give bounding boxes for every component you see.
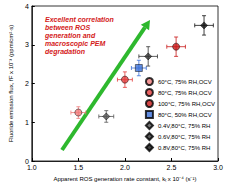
svg-text:macroscopic PEM: macroscopic PEM	[45, 40, 107, 48]
svg-text:0.4V,80°C, 75% RH: 0.4V,80°C, 75% RH	[158, 123, 211, 129]
svg-text:0.8V,80°C, 75% RH: 0.8V,80°C, 75% RH	[158, 145, 211, 151]
svg-text:1: 1	[25, 119, 29, 126]
svg-text:4: 4	[25, 3, 29, 10]
svg-text:80°C, 50% RH,OCV: 80°C, 50% RH,OCV	[158, 112, 212, 118]
svg-text:80°C, 75% RH,OCV: 80°C, 75% RH,OCV	[158, 90, 212, 96]
svg-text:2.5: 2.5	[167, 164, 177, 171]
svg-text:0: 0	[24, 157, 29, 165]
svg-text:3.0: 3.0	[213, 164, 223, 171]
svg-text:100°C, 75% RH,OCV: 100°C, 75% RH,OCV	[158, 101, 215, 107]
svg-text:1.0: 1.0	[27, 164, 37, 171]
svg-text:2.0: 2.0	[120, 164, 130, 171]
svg-text:0.6V,80°C, 75% RH: 0.6V,80°C, 75% RH	[158, 134, 211, 140]
svg-text:between ROS: between ROS	[45, 24, 92, 31]
svg-text:Fluoride emission flux, fF x 1: Fluoride emission flux, fF x 10⁻³ (ppm/c…	[8, 25, 14, 143]
svg-text:2: 2	[25, 80, 29, 87]
svg-text:60°C, 75% RH,OCV: 60°C, 75% RH,OCV	[158, 79, 212, 85]
svg-text:1.5: 1.5	[73, 164, 83, 171]
svg-text:generation and: generation and	[44, 32, 97, 40]
svg-text:Apparent ROS generation rate c: Apparent ROS generation rate constant, k…	[53, 176, 196, 182]
svg-text:degradation: degradation	[45, 48, 85, 56]
svg-text:Excellent correlation: Excellent correlation	[45, 16, 116, 23]
svg-text:3: 3	[25, 41, 29, 48]
